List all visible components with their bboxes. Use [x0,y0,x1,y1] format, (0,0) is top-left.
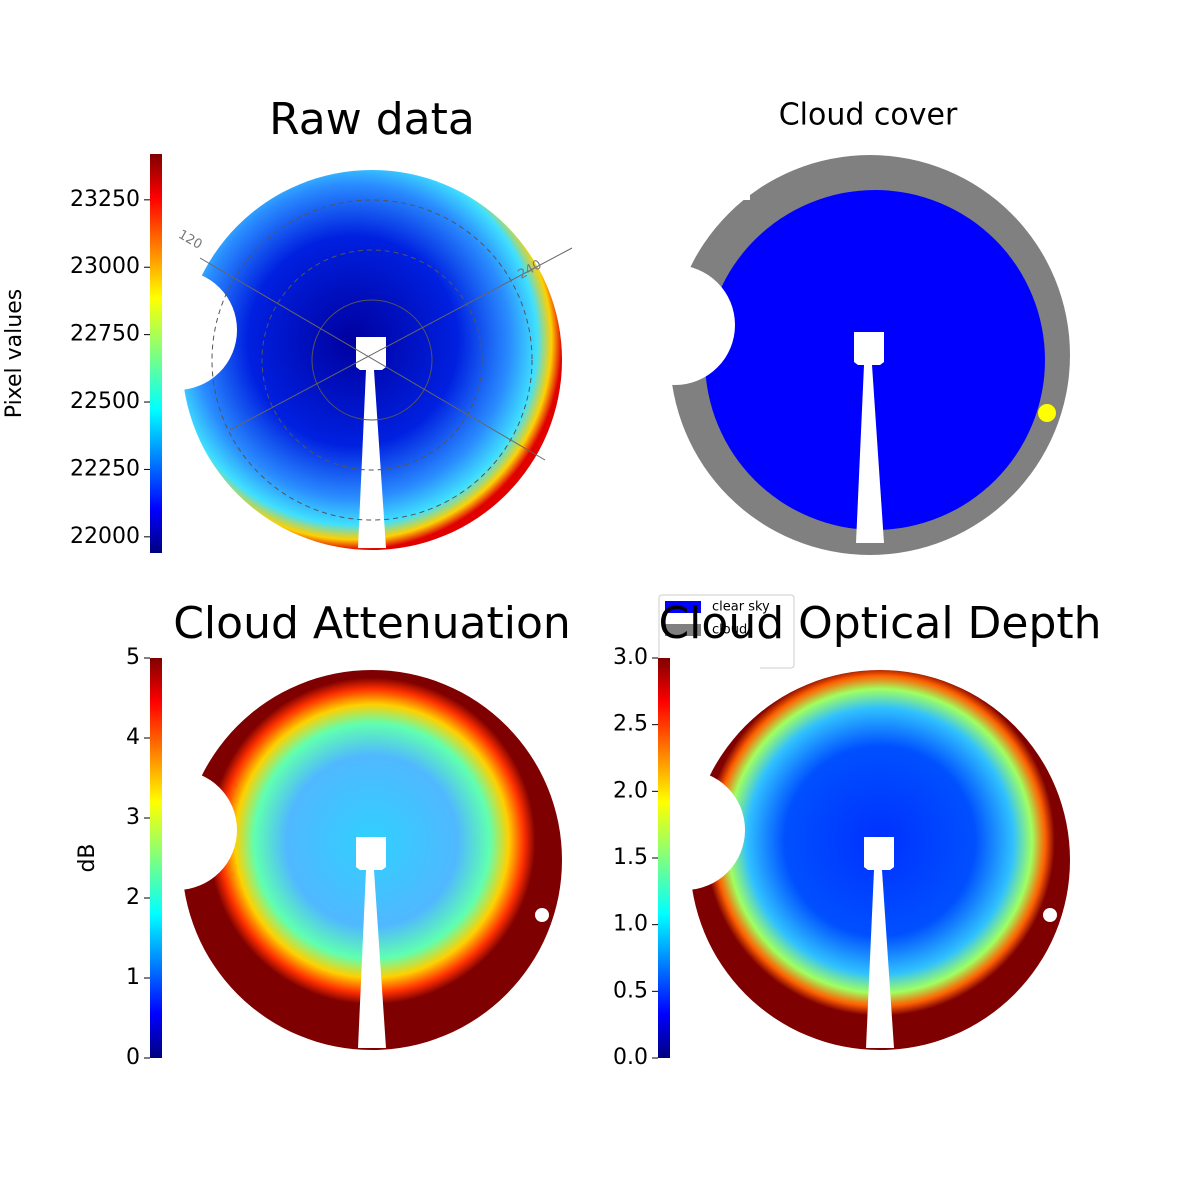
colorbar-tick-label: 0.0 [613,1045,648,1070]
colorbar-tick-label: 0 [126,1045,140,1070]
panel: Raw data12024022000222502250022750230002… [2,94,573,553]
panel-title: Raw data [269,94,475,145]
polar-label: 120 [175,227,204,252]
colorbar-tick-label: 1.0 [613,912,648,937]
top-mask [650,140,750,200]
mast [356,837,386,1048]
panel-title: Cloud Attenuation [173,598,571,649]
horizon-mask [117,770,237,890]
sun-mask [1043,908,1057,922]
colorbar-tick-label: 2.5 [613,712,648,737]
legend-label: cloud [712,623,747,638]
horizon-mask [615,265,735,385]
top-mask [152,145,252,205]
panel: Cloud Optical Depth 0.0 0.5 1.0 1.5 2.0 2.5 3.0 [613,598,1102,1070]
sun [1038,404,1056,422]
colorbar-tick-label: 4 [126,725,140,750]
colorbar-tick-label: 22250 [70,456,140,481]
colorbar-tick-label: 3 [126,805,140,830]
panel-title: Cloud cover [779,98,958,133]
mast [356,337,386,548]
top-mask [660,645,760,705]
colorbar-tick-label: 23250 [70,187,140,212]
colorbar-tick-label: 23000 [70,254,140,279]
colorbar [150,154,162,553]
colorbar-tick-label: 22750 [70,322,140,347]
colorbar-tick-label: 22000 [70,524,140,549]
panel: Cloud cover [615,98,1070,555]
colorbar-tick-label: 5 [126,645,140,670]
colorbar-tick-label: 0.5 [613,978,648,1003]
legend-swatch [665,624,701,636]
polar-spoke [229,247,573,431]
colorbar-tick-label: 1 [126,965,140,990]
top-mask [152,645,252,705]
panel-title: Cloud Optical Depth [658,598,1101,649]
colorbar [150,658,162,1058]
polar-spoke [199,257,546,461]
colorbar-label: dB [75,843,100,872]
polar-ring [261,249,483,471]
mast [864,837,894,1048]
colorbar [658,658,670,1058]
legend-label: clear sky [712,600,770,615]
colorbar-tick-label: 22500 [70,389,140,414]
colorbar-tick-label: 2 [126,885,140,910]
mast [854,332,884,543]
legend-swatch [665,601,701,613]
colorbar-label: Pixel values [2,289,27,418]
colorbar-tick-label: 2.0 [613,778,648,803]
colorbar-tick-label: 3.0 [613,645,648,670]
colorbar-tick-label: 1.5 [613,845,648,870]
polar-ring [311,299,433,421]
panel: Cloud Attenuation 0 1 2 3 4 5 dB [75,598,571,1070]
sun-mask [535,908,549,922]
horizon-mask [625,770,745,890]
polar-ring [211,199,533,521]
horizon-mask [117,270,237,390]
